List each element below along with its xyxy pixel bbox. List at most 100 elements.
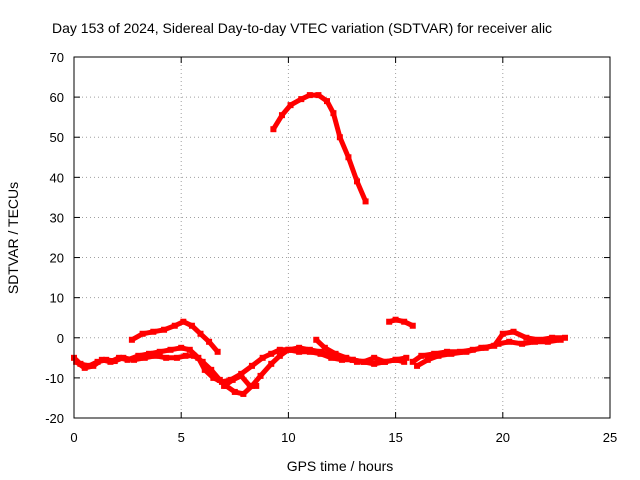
data-point — [371, 360, 378, 367]
data-point — [431, 350, 438, 357]
data-point — [268, 350, 275, 357]
data-point — [248, 362, 255, 369]
data-point — [161, 326, 168, 333]
data-point — [208, 366, 215, 373]
data-point — [218, 378, 225, 385]
data-point — [221, 382, 228, 389]
data-point — [139, 330, 146, 337]
axis-ticks: 0 5 10 15 20 25 -20 -10 0 10 20 30 40 50 60 70 — [45, 50, 617, 445]
data-point — [278, 112, 285, 119]
series-line — [414, 329, 568, 369]
data-point — [173, 354, 180, 361]
data-point — [392, 316, 399, 323]
data-point — [321, 344, 328, 351]
data-point — [210, 374, 217, 381]
grid — [74, 57, 610, 418]
data-point — [257, 372, 264, 379]
data-point — [330, 110, 337, 117]
series-track-c — [128, 318, 221, 355]
data-point — [81, 364, 88, 371]
data-point — [259, 354, 266, 361]
series-line — [386, 317, 416, 329]
y-tick-label: 40 — [50, 170, 64, 185]
data-point — [171, 322, 178, 329]
x-tick-label: 10 — [281, 430, 295, 445]
data-point — [448, 350, 455, 357]
data-point — [195, 354, 202, 361]
data-point — [287, 102, 294, 109]
data-point — [238, 372, 245, 379]
data-point — [510, 328, 517, 335]
chart-title: Day 153 of 2024, Sidereal Day-to-day VTE… — [52, 20, 552, 36]
data-point — [424, 356, 431, 363]
data-point — [499, 330, 506, 337]
data-point — [107, 358, 114, 365]
data-point — [519, 340, 526, 347]
x-tick-label: 25 — [603, 430, 617, 445]
data-point — [186, 346, 193, 353]
data-point — [231, 388, 238, 395]
data-point — [536, 336, 543, 343]
data-point — [268, 360, 275, 367]
x-tick-label: 15 — [388, 430, 402, 445]
y-axis-label: SDTVAR / TECUs — [5, 182, 21, 294]
data-point — [128, 336, 135, 343]
series-track-g — [386, 316, 416, 329]
data-point — [360, 358, 367, 365]
data-point — [336, 134, 343, 141]
data-point — [343, 354, 350, 361]
data-point — [240, 390, 247, 397]
data-point — [296, 344, 303, 351]
data-point — [323, 98, 330, 105]
data-point — [401, 358, 408, 365]
data-point — [197, 330, 204, 337]
data-point — [506, 338, 513, 345]
data-point — [409, 322, 416, 329]
series-line — [71, 345, 409, 397]
data-point — [386, 318, 393, 325]
y-tick-label: -10 — [45, 371, 64, 386]
data-point — [180, 318, 187, 325]
data-point — [418, 352, 425, 359]
y-tick-label: 10 — [50, 291, 64, 306]
data-point — [392, 356, 399, 363]
data-point — [561, 334, 568, 341]
data-point — [276, 352, 283, 359]
data-point — [354, 358, 361, 365]
y-tick-label: -20 — [45, 411, 64, 426]
data-point — [531, 338, 538, 345]
data-point — [478, 344, 485, 351]
series-line — [129, 319, 221, 355]
data-point — [362, 198, 369, 205]
data-point — [73, 358, 80, 365]
y-tick-label: 50 — [50, 130, 64, 145]
y-tick-label: 20 — [50, 251, 64, 266]
data-point — [463, 348, 470, 355]
data-point — [381, 358, 388, 365]
data-point — [306, 348, 313, 355]
y-tick-label: 70 — [50, 50, 64, 65]
data-point — [328, 354, 335, 361]
series-track-e — [270, 92, 369, 205]
data-point — [345, 154, 352, 161]
series-track-f — [313, 336, 361, 365]
data-point — [403, 354, 410, 361]
series-line — [270, 92, 369, 204]
data-point — [201, 366, 208, 373]
data-point — [152, 352, 159, 359]
data-point — [313, 336, 320, 343]
data-point — [401, 318, 408, 325]
series-track-a — [71, 344, 410, 397]
data-point — [116, 354, 123, 361]
series-track-d — [221, 372, 260, 389]
data-point — [523, 334, 530, 341]
data-point — [276, 346, 283, 353]
data-point — [298, 96, 305, 103]
data-point — [549, 334, 556, 341]
data-point — [150, 328, 157, 335]
data-point — [90, 362, 97, 369]
data-point — [414, 362, 421, 369]
x-axis-label: GPS time / hours — [287, 458, 394, 474]
data-point — [296, 348, 303, 355]
